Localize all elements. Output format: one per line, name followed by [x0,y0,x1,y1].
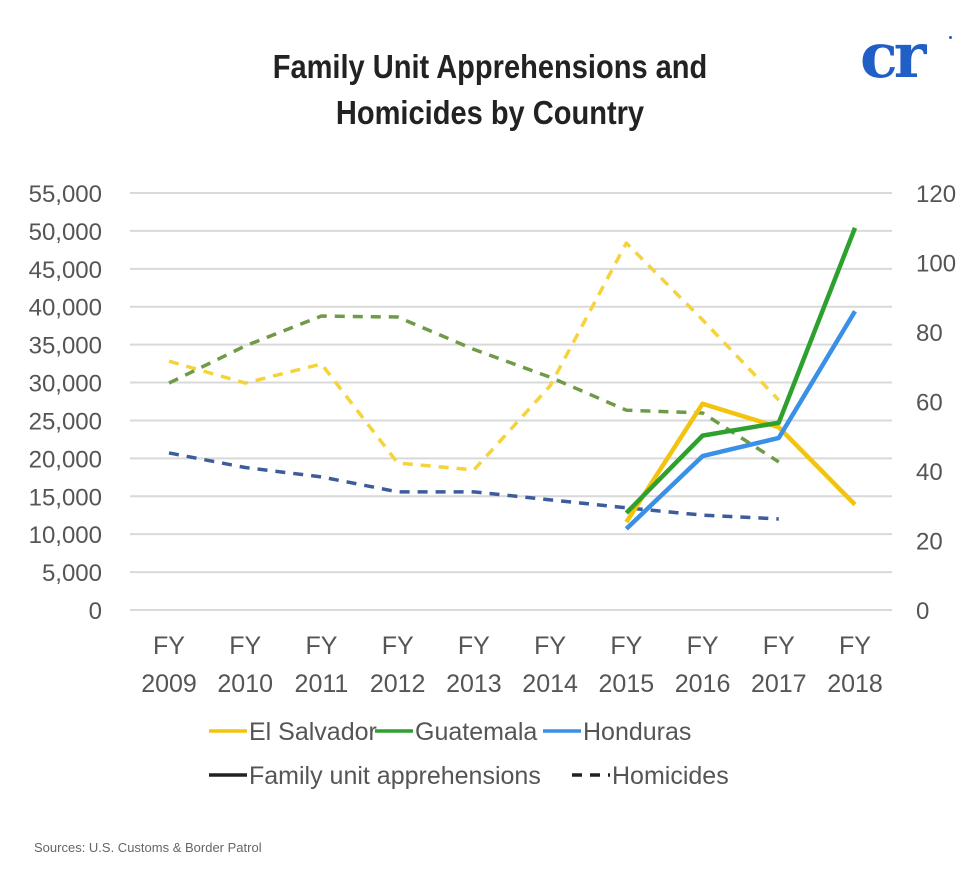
x-tick-label-year: 2015 [599,670,655,698]
legend-label: Homicides [612,762,729,790]
chart-title-line-2: Homicides by Country [335,94,645,131]
legend-item-el-salvador: El Salvador [209,718,377,746]
x-tick-label-fy: FY [687,632,719,660]
legend-item-family-unit-apprehensions: Family unit apprehensions [209,762,541,790]
right-tick-label: 60 [916,390,943,417]
right-axis: 0 20 40 60 80 100 120 [916,181,956,625]
left-tick-label: 5,000 [42,560,102,587]
series-line-el-salvador-family-unit-apprehensions [624,401,857,524]
legend-label: El Salvador [249,718,377,746]
x-tick-label-year: 2013 [446,670,502,698]
legend-item-homicides: Homicides [572,762,729,790]
right-tick-label: 0 [916,598,929,625]
source-note: Sources: U.S. Customs & Border Patrol [34,840,262,855]
x-tick-label-fy: FY [458,632,490,660]
chart-title-line-1: Family Unit Apprehensions and [272,48,708,85]
legend-label: Guatemala [415,718,537,746]
x-tick-label-fy: FY [153,632,185,660]
legend-label: Honduras [583,718,691,746]
left-axis: 0 5,000 10,000 15,000 20,000 25,000 30,000 35,0… [29,181,102,625]
left-tick-label: 30,000 [29,371,102,398]
left-tick-label: 40,000 [29,295,102,322]
left-tick-label: 25,000 [29,408,102,435]
x-tick-label-fy: FY [305,632,337,660]
legend: El Salvador Guatemala Honduras Family unit … [209,718,729,790]
legend-item-honduras: Honduras [543,718,691,746]
x-tick-label-year: 2011 [295,670,349,698]
x-tick-label-year: 2016 [675,670,731,698]
series-line-guatemala-homicides [168,314,780,464]
logo-text: cr [860,19,926,92]
x-tick-label-fy: FY [229,632,261,660]
x-tick-label-year: 2014 [522,670,578,698]
cr-logo: cr [860,25,960,87]
right-tick-label: 120 [916,181,956,208]
gridlines [130,192,892,611]
legend-label: Family unit apprehensions [249,762,541,790]
right-tick-label: 20 [916,529,943,556]
left-tick-label: 10,000 [29,522,102,549]
right-tick-label: 80 [916,320,943,347]
left-tick-label: 45,000 [29,257,102,284]
x-axis: FY 2009 FY 2010 FY 2011 FY 2012 FY 2013 FY 2014 FY 20… [141,632,883,698]
x-tick-label-year: 2012 [370,670,426,698]
right-tick-label: 40 [916,459,943,486]
x-tick-label-fy: FY [839,632,871,660]
right-tick-label: 100 [916,251,956,278]
series-line-el-salvador-homicides [168,241,781,472]
x-tick-label-year: 2017 [751,670,807,698]
x-tick-label-year: 2018 [827,670,883,698]
x-tick-label-fy: FY [610,632,642,660]
x-tick-label-year: 2010 [217,670,273,698]
legend-item-guatemala: Guatemala [375,718,537,746]
left-tick-label: 50,000 [29,219,102,246]
chart-title: Family Unit Apprehensions and Homicides … [59,44,921,136]
left-tick-label: 20,000 [29,446,102,473]
left-tick-label: 15,000 [29,484,102,511]
x-tick-label-fy: FY [382,632,414,660]
x-tick-label-fy: FY [763,632,795,660]
series-line-honduras-homicides [168,451,779,521]
series-lines [168,227,858,531]
x-tick-label-fy: FY [534,632,566,660]
series-line-honduras-family-unit-apprehensions [624,310,857,531]
series-line-guatemala-family-unit-apprehensions [624,227,858,515]
left-tick-label: 0 [89,598,102,625]
logo-trademark-dot [949,36,952,39]
x-tick-label-year: 2009 [141,670,197,698]
left-tick-label: 55,000 [29,181,102,208]
left-tick-label: 35,000 [29,333,102,360]
